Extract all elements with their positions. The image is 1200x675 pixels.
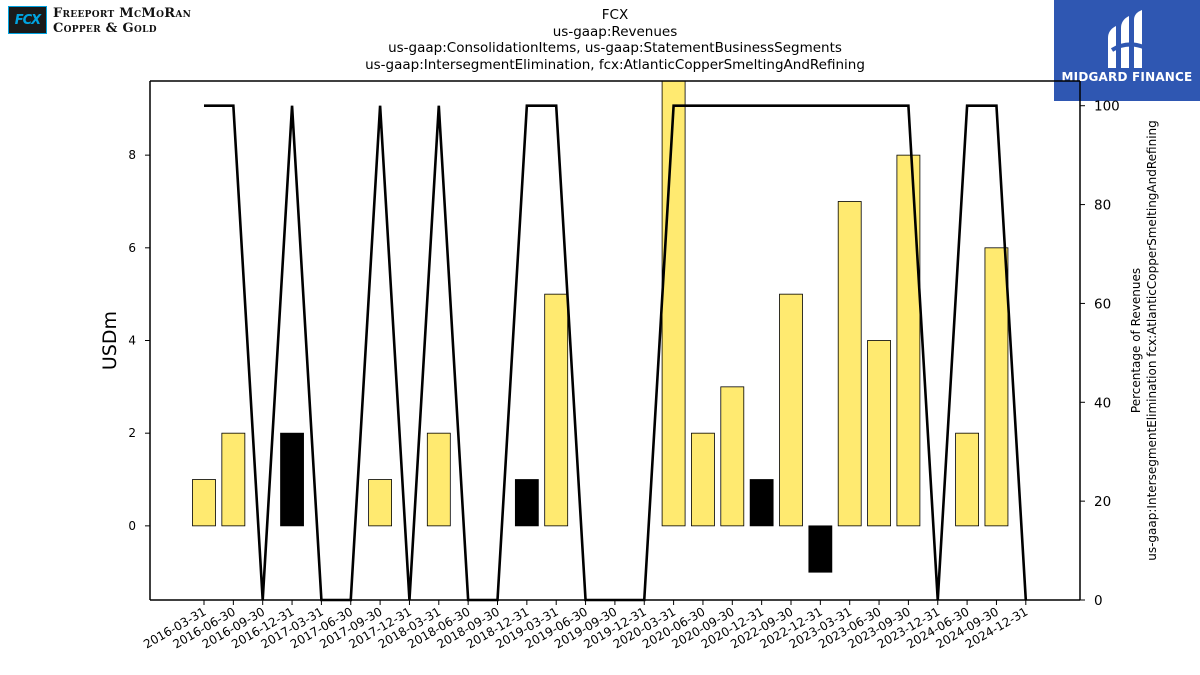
bar-2016-06-30 [221, 432, 246, 527]
y-tick-label-0: 0 [128, 519, 136, 533]
bar-2022-09-30 [779, 293, 803, 527]
chart-title: FCX [601, 7, 629, 23]
midgard-finance-text: MIDGARD FINANCE [1061, 70, 1193, 84]
brand-name-line1: Freeport McMoRan [53, 6, 192, 21]
fcx-logo-mark: FCX [8, 6, 47, 34]
y2-tick-label-80: 80 [1094, 198, 1111, 214]
y-tick-label-8: 8 [128, 148, 136, 162]
bar-2022-12-31 [808, 525, 833, 573]
y2-tick-label-100: 100 [1094, 99, 1120, 115]
midgard-finance-watermark: MIDGARD FINANCE [1054, 0, 1200, 101]
midgard-logo-icon [1108, 10, 1147, 68]
fcx-logo-mark-text: FCX [14, 12, 41, 28]
bar-2023-06-30 [867, 340, 891, 527]
bar-2019-03-31 [544, 293, 569, 527]
brand-name-line2: Copper & Gold [53, 21, 157, 36]
y2-tick-label-20: 20 [1094, 494, 1111, 510]
bar-2020-09-30 [720, 386, 745, 527]
bar-2016-03-31 [192, 479, 216, 527]
y2-tick-label-60: 60 [1094, 296, 1111, 312]
chart-title-block: FCX us-gaap:Revenues us-gaap:Consolidati… [150, 7, 1080, 73]
y2-tick-label-0: 0 [1094, 593, 1103, 609]
bar-2020-03-31 [661, 81, 686, 527]
y-tick-label-2: 2 [128, 426, 136, 440]
chart-subtitle-line-1: us-gaap:Revenues [552, 23, 678, 40]
bar-2024-09-30 [984, 247, 1009, 527]
y2-axis-label-line-2: us-gaap:IntersegmentElimination fcx:Atla… [1145, 120, 1159, 561]
bar-2023-03-31 [837, 201, 862, 527]
bar-2016-12-31 [280, 432, 304, 527]
bar-2023-09-30 [896, 154, 921, 527]
freeport-mcmoran-logo: FCX Freeport McMoRan Copper & Gold [6, 4, 221, 40]
bar-2018-03-31 [426, 432, 451, 527]
brand-name: Freeport McMoRan Copper & Gold [53, 6, 191, 36]
bar-2017-09-30 [368, 479, 393, 527]
y2-axis-label-line-1: Percentage of Revenues [1129, 268, 1143, 413]
bar-2020-06-30 [691, 432, 715, 527]
chart-subtitle-line-3: us-gaap:IntersegmentElimination, fcx:Atl… [365, 56, 865, 73]
bars-group [192, 81, 1009, 573]
y-tick-label-6: 6 [128, 241, 136, 255]
chart-subtitle-line-2: us-gaap:ConsolidationItems, us-gaap:Stat… [388, 40, 842, 56]
y-axis-label: USDm [99, 311, 121, 370]
y-tick-label-4: 4 [128, 334, 136, 348]
bar-2018-12-31 [514, 479, 539, 527]
y2-tick-label-40: 40 [1094, 395, 1111, 411]
bar-2024-06-30 [955, 432, 979, 527]
bar-2020-12-31 [749, 479, 774, 527]
